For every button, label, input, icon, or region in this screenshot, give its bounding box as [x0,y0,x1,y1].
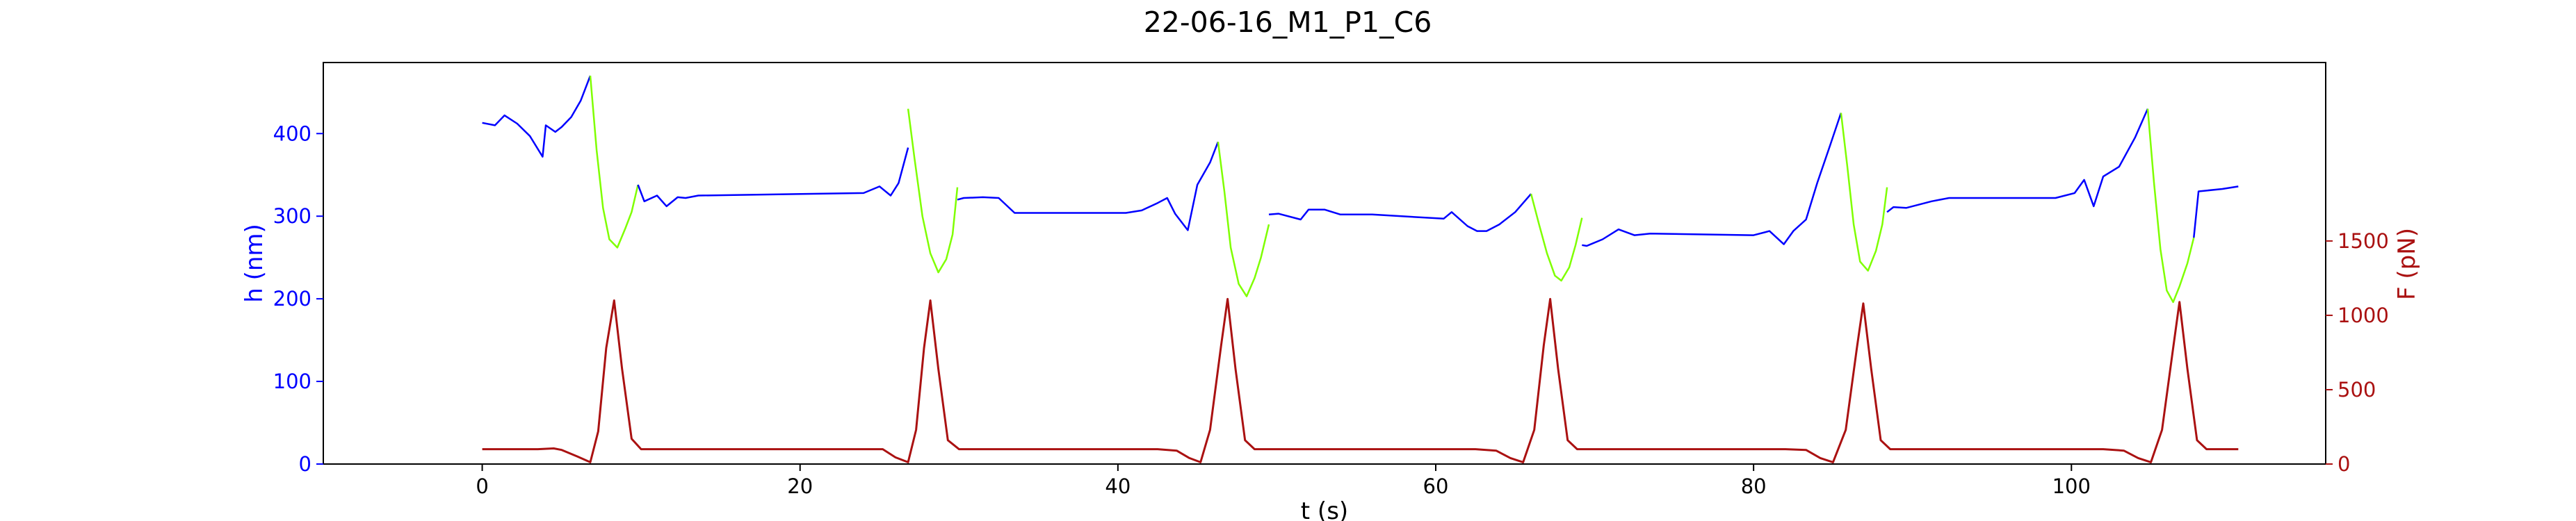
height-compression-segment [907,108,959,274]
y-tick-label: 100 [273,370,311,393]
y2-tick-label: 0 [2338,452,2350,476]
x-tick-label: 60 [1423,474,1449,498]
x-tick-label: 80 [1741,474,1767,498]
height-compression-segment [2146,108,2195,304]
y2-tick-label: 1500 [2338,229,2389,253]
height-baseline-segment [1582,113,1842,247]
height-compression-segment [1217,142,1270,297]
force-series-line [482,297,2239,463]
height-baseline-segment [482,75,592,158]
height-compression-segment [1530,193,1583,282]
plot-layer [482,75,2239,463]
y-tick-label: 0 [299,452,311,476]
x-tick-label: 40 [1105,474,1131,498]
height-baseline-segment [637,147,909,208]
height-baseline-segment [2193,185,2239,238]
plot-frame [323,62,2326,465]
x-tick-label: 0 [476,474,488,498]
y-tick-label: 300 [273,204,311,228]
height-compression-segment [589,75,639,249]
y2-tick-label: 1000 [2338,304,2389,327]
x-tick-label: 100 [2052,474,2091,498]
height-baseline-segment [1268,193,1532,232]
y2-axis-label: F (pN) [2393,228,2421,300]
y2-tick-label: 500 [2338,378,2376,402]
height-compression-segment [1840,113,1888,272]
height-baseline-segment [1886,108,2149,213]
y-axis-label: h (nm) [241,224,268,303]
height-baseline-segment [957,141,1220,231]
chart-title: 22-06-16_M1_P1_C6 [1144,6,1432,39]
y-tick-label: 200 [273,287,311,311]
x-tick-label: 20 [787,474,813,498]
x-axis-label: t (s) [1301,497,1348,521]
y-tick-label: 400 [273,122,311,145]
